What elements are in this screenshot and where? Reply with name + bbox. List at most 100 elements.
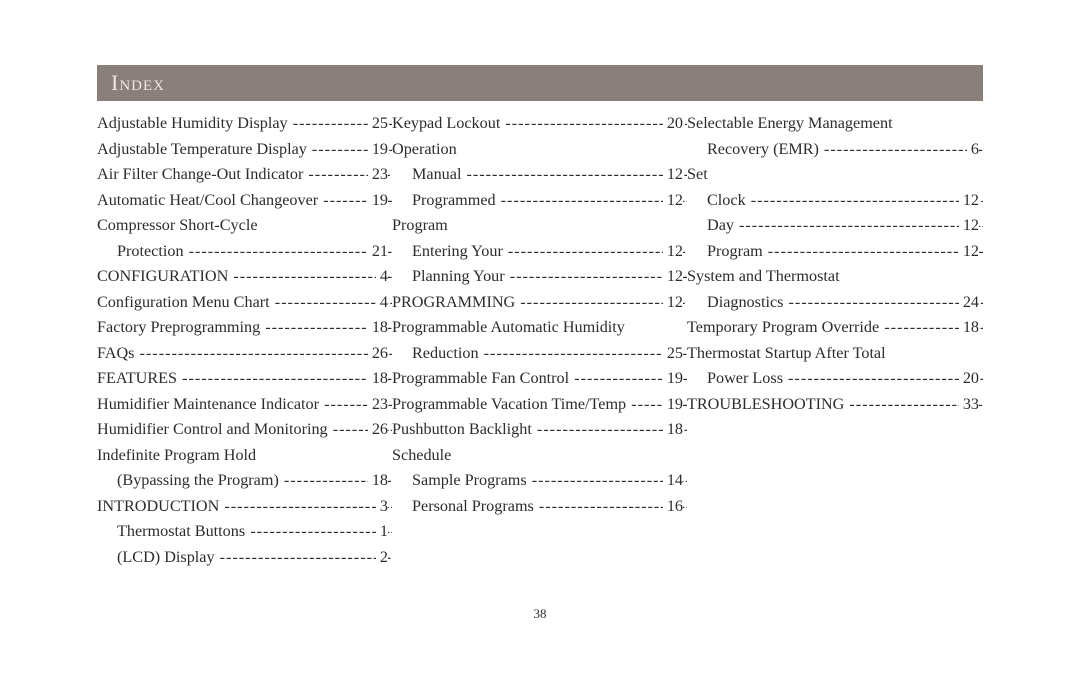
index-entry-label: Operation [392, 140, 457, 158]
index-entry: Programmable Fan Control ---------------… [392, 366, 687, 392]
index-entry: Reduction ------------------------------… [392, 341, 687, 367]
index-entry-label: Protection [117, 242, 184, 260]
index-entry-page: 18 [368, 366, 388, 392]
index-entry-page: 3 [376, 494, 388, 520]
index-entry: Diagnostics ----------------------------… [687, 290, 983, 316]
index-entry-label: TROUBLESHOOTING [687, 395, 844, 413]
index-entry-label: Configuration Menu Chart [97, 293, 270, 311]
index-entry-label: CONFIGURATION [97, 267, 228, 285]
index-entry: CONFIGURATION --------------------------… [97, 264, 392, 290]
index-entry-label: Programmable Fan Control [392, 369, 569, 387]
index-entry: TROUBLESHOOTING ------------------------… [687, 392, 983, 418]
index-entry: Temporary Program Override -------------… [687, 315, 983, 341]
index-entry-label: Programmable Vacation Time/Temp [392, 395, 626, 413]
index-entry-label: Adjustable Humidity Display [97, 114, 288, 132]
index-entry: Thermostat Buttons ---------------------… [97, 519, 392, 545]
index-entry-label: Personal Programs [412, 497, 534, 515]
index-entry-label: System and Thermostat [687, 267, 840, 285]
index-column: Keypad Lockout -------------------------… [392, 111, 687, 570]
index-entry: FAQs -----------------------------------… [97, 341, 392, 367]
leader-dashes: ----------------------------------------… [270, 293, 392, 311]
index-entry-label: INTRODUCTION [97, 497, 219, 515]
leader-dashes: ----------------------------------------… [500, 114, 687, 132]
index-entry: Adjustable Humidity Display ------------… [97, 111, 392, 137]
index-entry-label: Indefinite Program Hold [97, 446, 256, 464]
index-entry-label: FAQs [97, 344, 134, 362]
index-entry-label: Compressor Short-Cycle [97, 216, 258, 234]
index-entry-page: 18 [959, 315, 979, 341]
header-title: Index [97, 70, 165, 96]
leader-dashes: ----------------------------------------… [215, 548, 392, 566]
index-entry: Programmed -----------------------------… [392, 188, 687, 214]
index-entry-label: Power Loss [707, 369, 783, 387]
index-entry: System and Thermostat [687, 264, 983, 290]
index-entry-page: 24 [959, 290, 979, 316]
index-entry-label: Day [707, 216, 734, 234]
index-entry: Automatic Heat/Cool Changeover ---------… [97, 188, 392, 214]
leader-dashes: ----------------------------------------… [503, 242, 687, 260]
index-entry: Program [392, 213, 687, 239]
index-entry: FEATURES -------------------------------… [97, 366, 392, 392]
index-entry-page: 12 [663, 264, 683, 290]
leader-dashes: ----------------------------------------… [505, 267, 687, 285]
index-entry-label: Adjustable Temperature Display [97, 140, 307, 158]
index-entry: Recovery (EMR) -------------------------… [687, 137, 983, 163]
index-entry: Air Filter Change-Out Indicator --------… [97, 162, 392, 188]
index-entry-page: 19 [368, 188, 388, 214]
index-entry-page: 26 [368, 417, 388, 443]
index-entry-label: Recovery (EMR) [707, 140, 819, 158]
leader-dashes: ----------------------------------------… [479, 344, 687, 362]
index-entry-label: (LCD) Display [117, 548, 215, 566]
leader-dashes: ----------------------------------------… [515, 293, 687, 311]
index-entry-label: (Bypassing the Program) [117, 471, 279, 489]
leader-dashes: ----------------------------------------… [746, 191, 983, 209]
index-entry: Indefinite Program Hold [97, 443, 392, 469]
index-entry-page: 19 [663, 366, 683, 392]
index-entry: (Bypassing the Program) ----------------… [97, 468, 392, 494]
index-entry: Adjustable Temperature Display ---------… [97, 137, 392, 163]
index-entry-page: 12 [959, 213, 979, 239]
leader-dashes: ----------------------------------------… [763, 242, 983, 260]
leader-dashes: ----------------------------------------… [228, 267, 392, 285]
index-entry-page: 20 [959, 366, 979, 392]
index-entry-page: 25 [368, 111, 388, 137]
index-entry-label: Factory Preprogramming [97, 318, 260, 336]
index-entry: Programmable Vacation Time/Temp --------… [392, 392, 687, 418]
index-entry: Compressor Short-Cycle [97, 213, 392, 239]
index-entry-page: 33 [959, 392, 979, 418]
index-entry: Clock ----------------------------------… [687, 188, 983, 214]
index-entry: PROGRAMMING ----------------------------… [392, 290, 687, 316]
index-entry: Humidifier Maintenance Indicator -------… [97, 392, 392, 418]
index-entry-page: 18 [368, 468, 388, 494]
index-entry: Set [687, 162, 983, 188]
page: Index Adjustable Humidity Display ------… [0, 0, 1080, 675]
index-entry-label: Thermostat Startup After Total [687, 344, 886, 362]
index-column: Selectable Energy ManagementRecovery (EM… [687, 111, 983, 570]
index-entry-page: 19 [663, 392, 683, 418]
index-entry-page: 14 [663, 468, 683, 494]
index-entry-page: 25 [663, 341, 683, 367]
index-entry-label: Programmable Automatic Humidity [392, 318, 625, 336]
index-entry: Power Loss -----------------------------… [687, 366, 983, 392]
index-entry-label: Programmed [412, 191, 496, 209]
index-entry: Operation [392, 137, 687, 163]
index-entry-label: Sample Programs [412, 471, 527, 489]
index-entry-page: 12 [959, 188, 979, 214]
index-entry-label: Reduction [412, 344, 479, 362]
index-entry-label: Pushbutton Backlight [392, 420, 532, 438]
index-entry-page: 1 [376, 519, 388, 545]
index-entry-page: 16 [663, 494, 683, 520]
index-entry-label: Air Filter Change-Out Indicator [97, 165, 303, 183]
index-entry: Factory Preprogramming -----------------… [97, 315, 392, 341]
index-entry: Manual ---------------------------------… [392, 162, 687, 188]
index-entry-page: 2 [376, 545, 388, 571]
leader-dashes: ----------------------------------------… [461, 165, 687, 183]
index-entry: Selectable Energy Management [687, 111, 983, 137]
leader-dashes: ----------------------------------------… [245, 522, 392, 540]
index-entry-label: Thermostat Buttons [117, 522, 245, 540]
index-entry: Planning Your --------------------------… [392, 264, 687, 290]
index-entry: Keypad Lockout -------------------------… [392, 111, 687, 137]
index-columns: Adjustable Humidity Display ------------… [97, 111, 983, 570]
index-column: Adjustable Humidity Display ------------… [97, 111, 392, 570]
index-entry-label: PROGRAMMING [392, 293, 515, 311]
